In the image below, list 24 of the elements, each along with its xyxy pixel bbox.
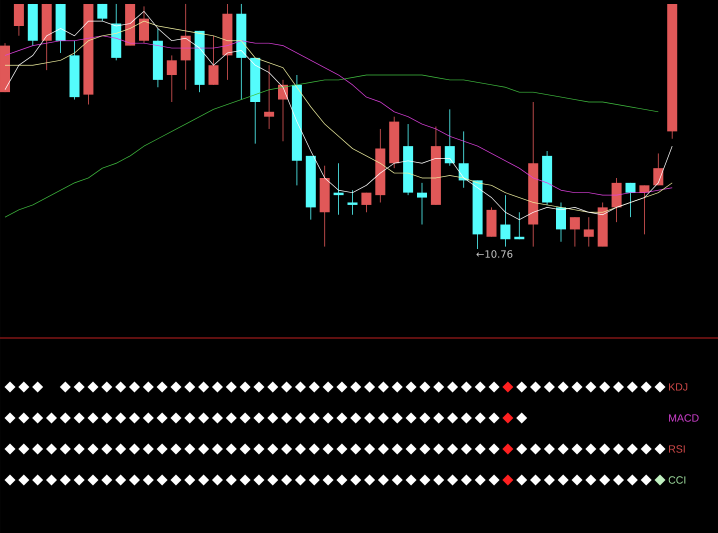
candlestick: [348, 190, 358, 216]
candlestick: [264, 64, 274, 130]
candlestick: [166, 55, 177, 102]
candlestick: [97, 4, 108, 22]
candlestick: [139, 6, 150, 44]
candlestick: [653, 153, 664, 186]
text: RSI: [669, 445, 685, 453]
candlestick: [458, 130, 469, 188]
candlestick: [416, 182, 428, 225]
candlestick: [500, 194, 510, 247]
candlestick: [584, 216, 594, 247]
candlestick: [444, 108, 455, 166]
candlestick: [625, 182, 636, 218]
candlestick: [208, 35, 219, 86]
text: MACD: [669, 414, 699, 422]
text: ←10.76: [476, 250, 512, 258]
candlestick: [639, 184, 650, 235]
candlestick: [570, 216, 580, 247]
candlestick: [14, 4, 24, 36]
text: KDJ: [669, 383, 688, 391]
text: CCI: [668, 476, 686, 484]
candlestick: [334, 162, 344, 216]
candlestick: [361, 192, 372, 213]
candlestick: [556, 202, 566, 242]
